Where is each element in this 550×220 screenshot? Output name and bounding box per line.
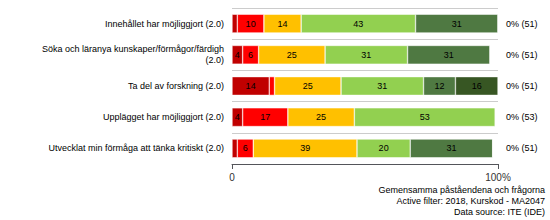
svg-text:100%: 100% <box>485 172 511 183</box>
svg-text:4: 4 <box>235 50 240 60</box>
svg-text:17: 17 <box>260 112 270 122</box>
svg-text:6: 6 <box>243 143 248 153</box>
svg-text:6: 6 <box>248 50 253 60</box>
svg-text:31: 31 <box>444 50 454 60</box>
svg-text:Data source: ITE (IDE): Data source: ITE (IDE) <box>454 207 545 217</box>
svg-text:53: 53 <box>420 112 430 122</box>
svg-text:0% (51): 0% (51) <box>506 19 538 29</box>
svg-text:12: 12 <box>434 81 444 91</box>
svg-text:16: 16 <box>472 81 482 91</box>
svg-text:Upplägget har möjliggjort (2.0: Upplägget har möjliggjort (2.0) <box>103 112 224 122</box>
svg-text:43: 43 <box>353 19 363 29</box>
svg-text:0% (51): 0% (51) <box>506 50 538 60</box>
svg-text:20: 20 <box>379 143 389 153</box>
svg-text:Innehållet har möjliggjort (2.: Innehållet har möjliggjort (2.0) <box>105 19 224 29</box>
svg-text:0% (51): 0% (51) <box>506 143 538 153</box>
svg-text:31: 31 <box>377 81 387 91</box>
svg-text:25: 25 <box>303 81 313 91</box>
svg-text:0% (53): 0% (53) <box>506 112 538 122</box>
svg-text:4: 4 <box>235 112 240 122</box>
svg-text:10: 10 <box>246 19 256 29</box>
svg-text:31: 31 <box>452 19 462 29</box>
svg-text:31: 31 <box>446 143 456 153</box>
svg-text:39: 39 <box>300 143 310 153</box>
svg-text:Active filter: 2018, Kurskod -: Active filter: 2018, Kurskod - MA2047 <box>396 196 545 206</box>
svg-text:25: 25 <box>287 50 297 60</box>
svg-text:Utvecklat min förmåga att tänk: Utvecklat min förmåga att tänka kritiskt… <box>48 143 224 153</box>
svg-text:Ta del av forskning (2.0): Ta del av forskning (2.0) <box>128 81 224 91</box>
svg-text:(2.0): (2.0) <box>205 55 224 65</box>
svg-text:Söka och läranya kunskaper/för: Söka och läranya kunskaper/förmågor/färd… <box>42 44 224 54</box>
svg-text:0% (51): 0% (51) <box>506 81 538 91</box>
svg-text:14: 14 <box>246 81 256 91</box>
svg-text:0: 0 <box>229 172 235 183</box>
svg-text:Gemensamma påståendena och frå: Gemensamma påståendena och frågorna <box>378 185 545 195</box>
svg-text:14: 14 <box>278 19 288 29</box>
svg-text:31: 31 <box>361 50 371 60</box>
svg-text:25: 25 <box>316 112 326 122</box>
